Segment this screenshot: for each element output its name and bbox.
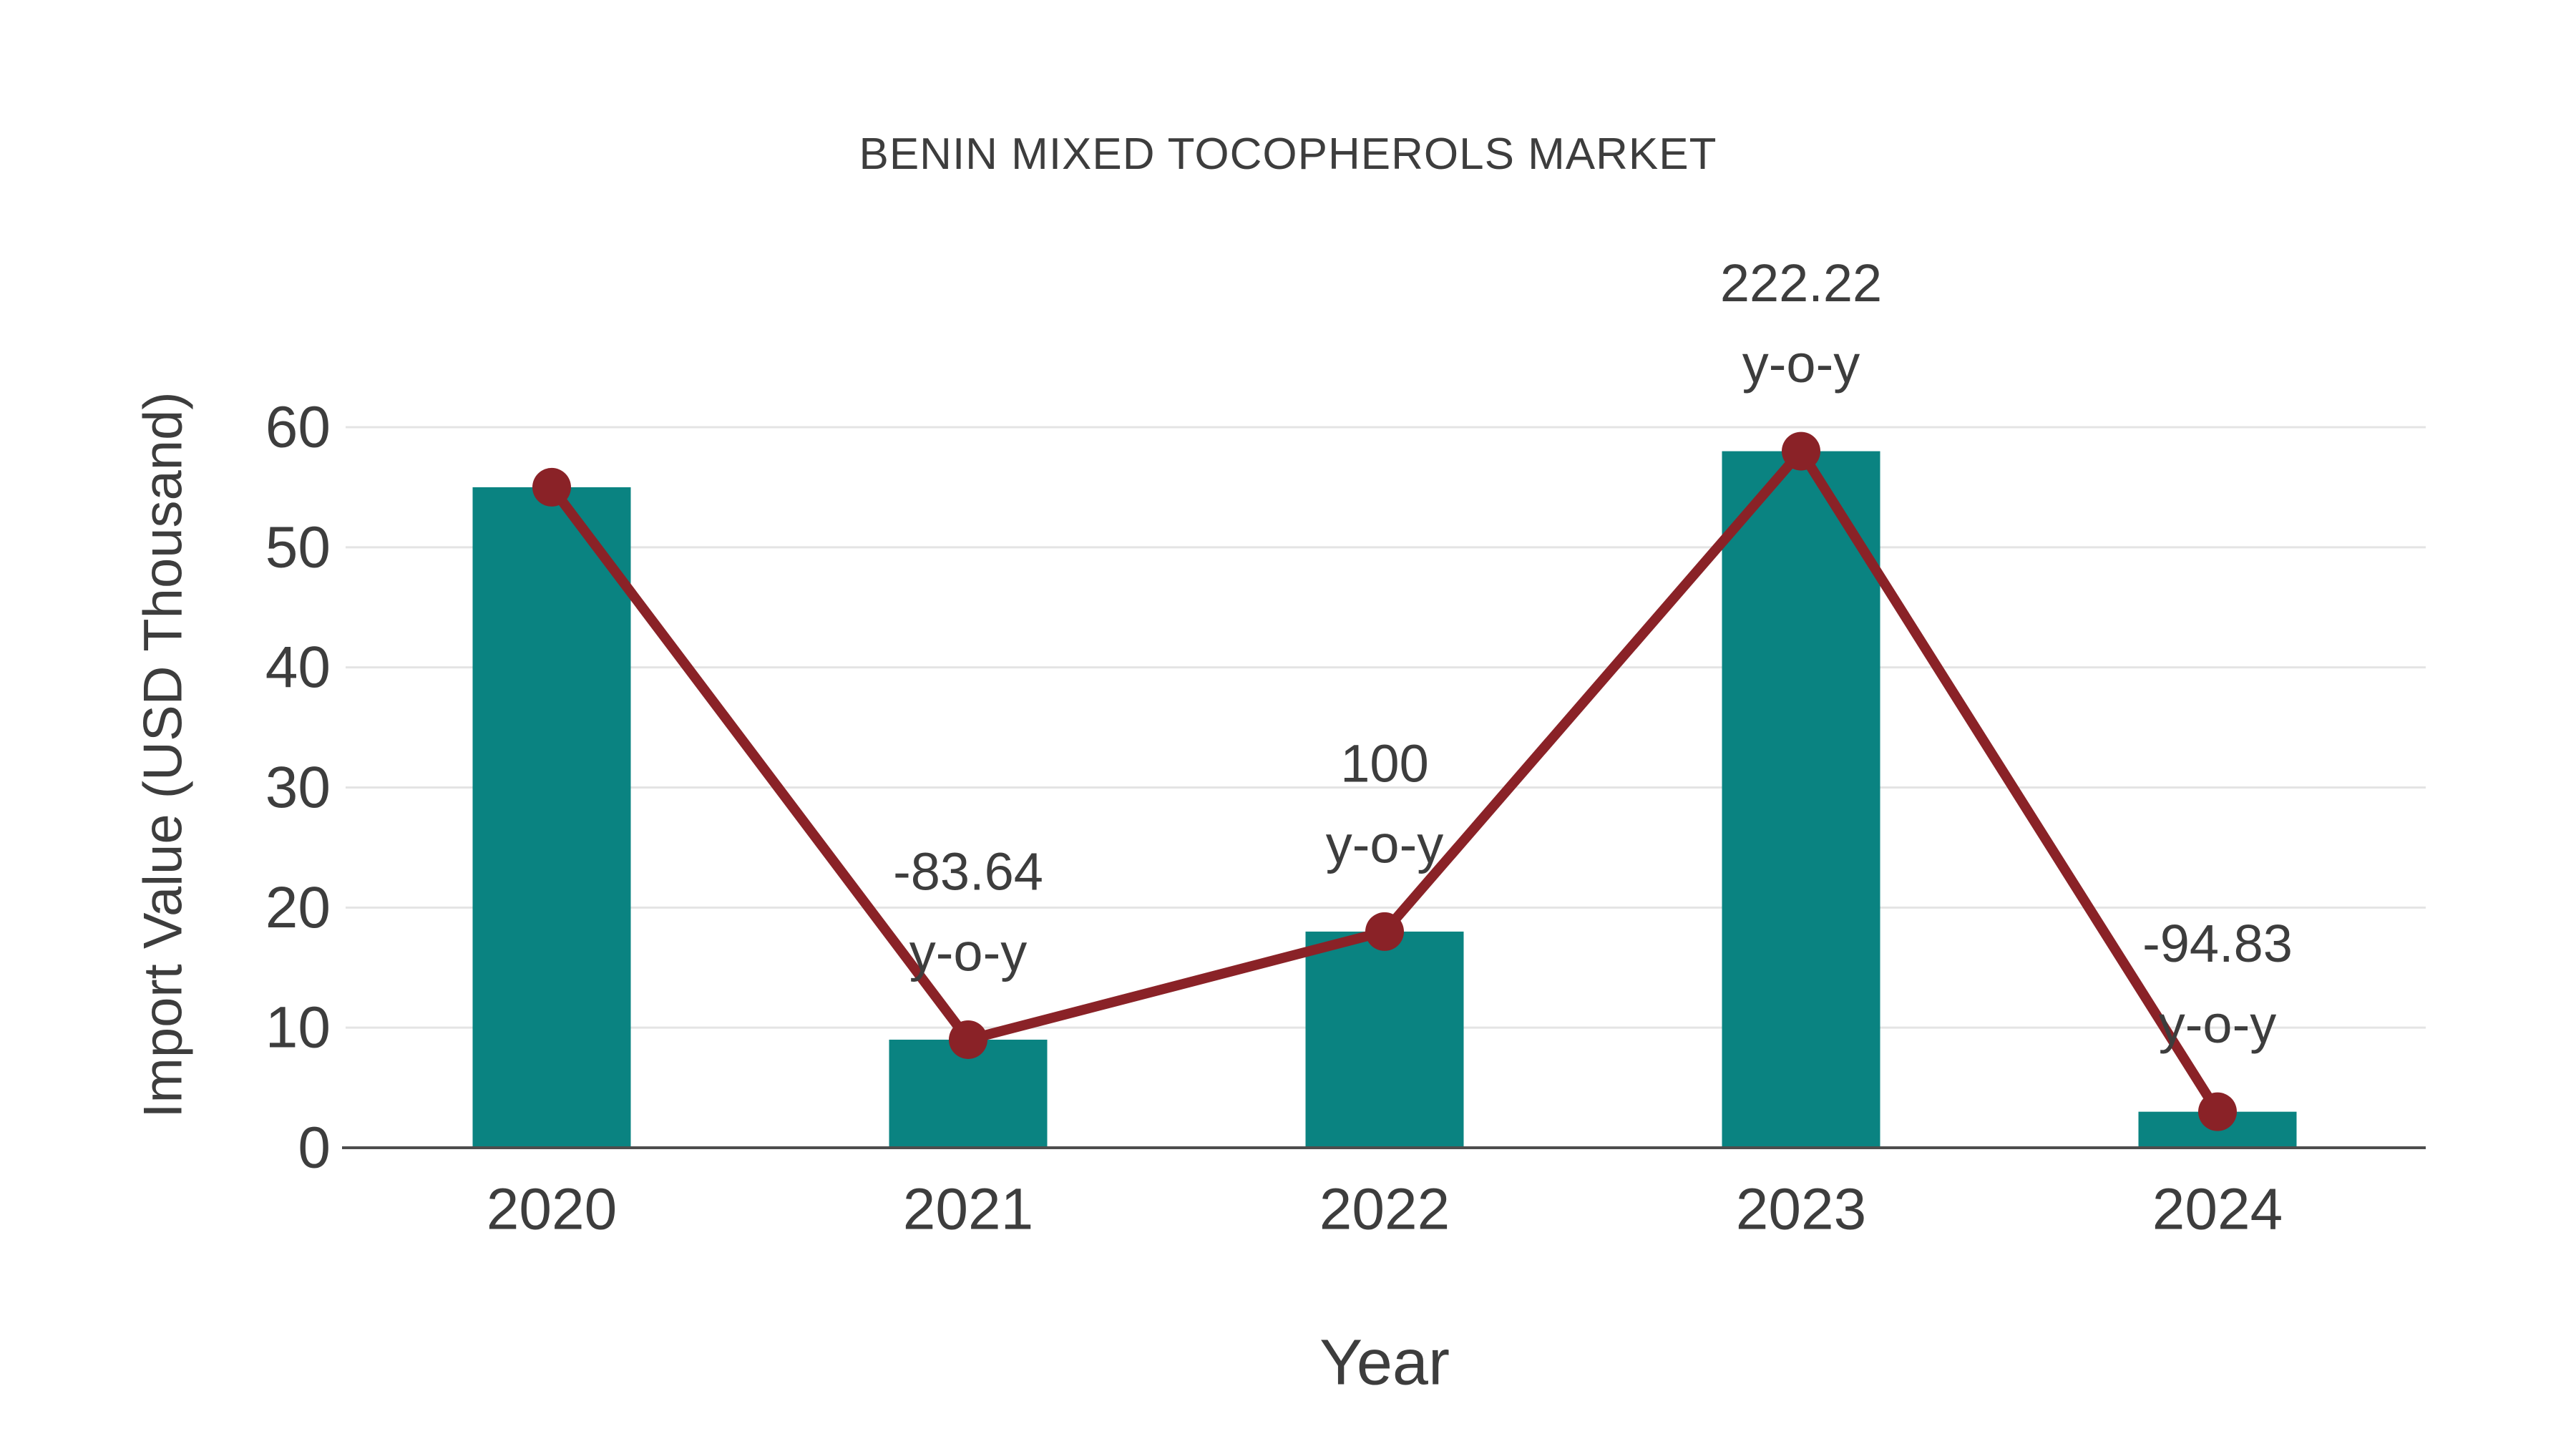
bar-2022 [1305, 931, 1464, 1148]
y-tick-label-10: 10 [265, 995, 331, 1060]
y-tick-label-50: 50 [265, 514, 331, 580]
annotation-value-2024: -94.83 [2142, 914, 2293, 973]
annotation-value-2022: 100 [1340, 733, 1428, 793]
bar-2023 [1722, 451, 1880, 1148]
annotation-label-2022: y-o-y [1326, 814, 1443, 874]
annotation-value-2023: 222.22 [1720, 253, 1882, 313]
trend-marker-2023 [1782, 431, 1820, 471]
annotation-value-2021: -83.64 [893, 841, 1043, 901]
x-tick-label-2021: 2021 [903, 1177, 1033, 1242]
x-axis-title: Year [1319, 1327, 1450, 1399]
trend-marker-2020 [532, 467, 571, 507]
trend-marker-2021 [949, 1020, 987, 1059]
y-tick-label-20: 20 [265, 875, 331, 940]
trend-marker-2022 [1365, 912, 1404, 951]
x-tick-label-2020: 2020 [487, 1177, 617, 1242]
trend-marker-2024 [2198, 1092, 2237, 1131]
bar-2020 [472, 487, 631, 1148]
y-tick-label-30: 30 [265, 755, 331, 820]
annotation-label-2021: y-o-y [909, 922, 1027, 982]
x-tick-label-2024: 2024 [2152, 1177, 2283, 1242]
y-tick-label-40: 40 [265, 635, 331, 700]
x-tick-label-2023: 2023 [1736, 1177, 1866, 1242]
y-tick-label-60: 60 [265, 395, 331, 460]
annotation-label-2024: y-o-y [2159, 995, 2276, 1054]
chart-title: BENIN MIXED TOCOPHEROLS MARKET [859, 130, 1717, 179]
x-tick-label-2022: 2022 [1319, 1177, 1450, 1242]
annotation-label-2023: y-o-y [1742, 334, 1860, 394]
y-tick-label-0: 0 [298, 1116, 331, 1181]
